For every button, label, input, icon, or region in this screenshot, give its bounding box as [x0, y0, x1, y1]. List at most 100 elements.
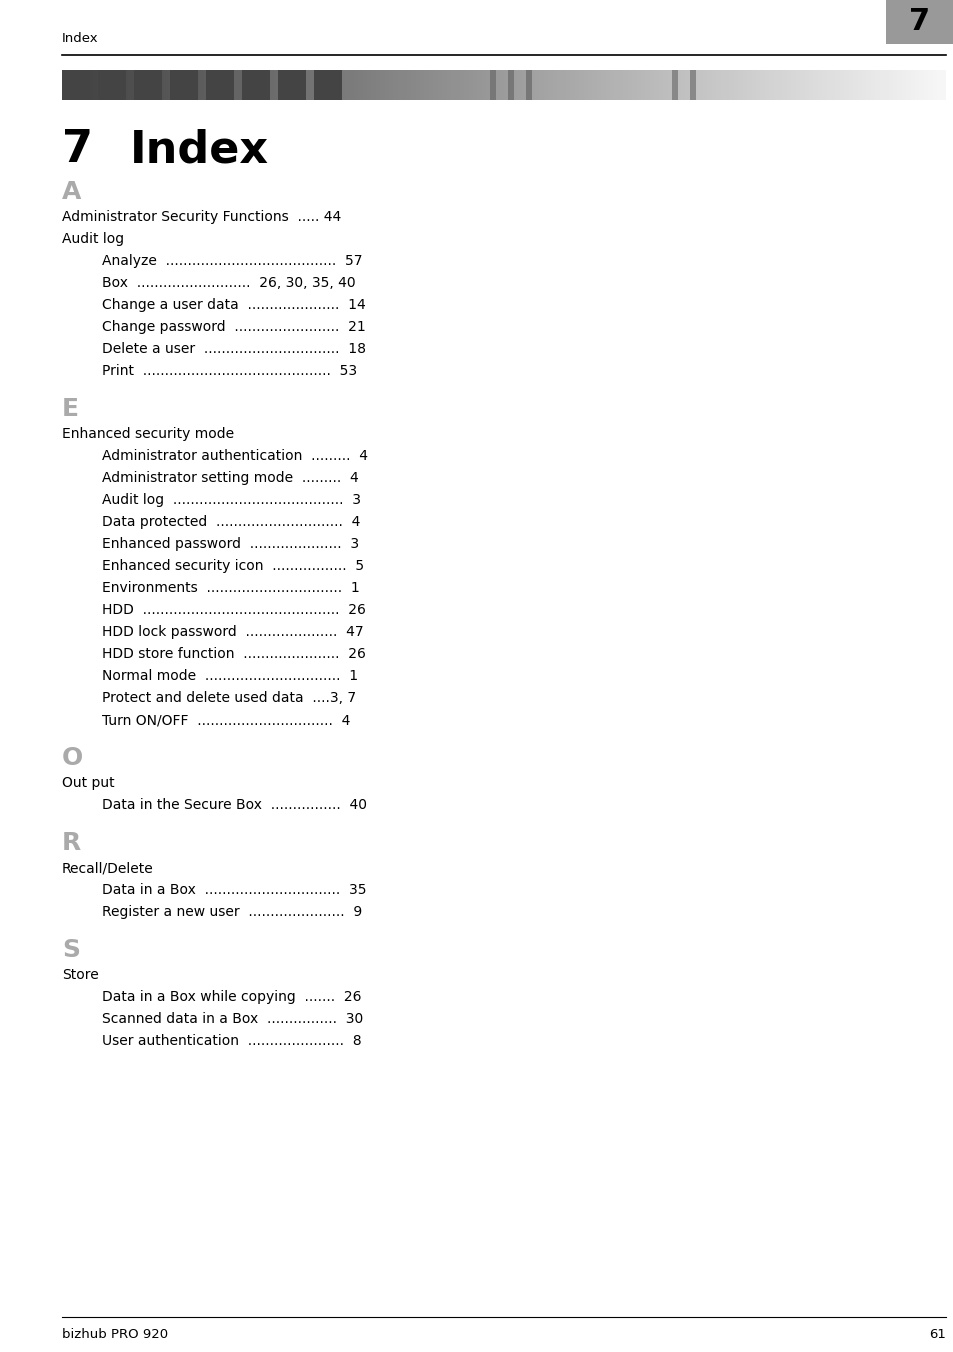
Bar — [119, 70, 124, 100]
Text: Register a new user  ......................  9: Register a new user ....................… — [102, 904, 362, 919]
Bar — [738, 70, 742, 100]
Bar — [773, 70, 778, 100]
Bar — [367, 70, 372, 100]
Bar — [277, 70, 306, 100]
Bar — [609, 70, 615, 100]
Text: Out put: Out put — [62, 776, 114, 790]
Bar — [437, 70, 442, 100]
Bar — [583, 70, 588, 100]
Bar — [274, 70, 279, 100]
Bar — [587, 70, 592, 100]
Bar — [296, 70, 301, 100]
Bar — [357, 70, 363, 100]
Bar — [242, 70, 270, 100]
Bar — [680, 70, 685, 100]
Bar — [927, 70, 932, 100]
Bar — [406, 70, 412, 100]
Bar — [287, 70, 292, 100]
Bar — [433, 70, 437, 100]
Bar — [662, 70, 667, 100]
Bar — [887, 70, 893, 100]
Bar — [574, 70, 579, 100]
Bar — [640, 70, 645, 100]
Bar — [402, 70, 407, 100]
Text: 7: 7 — [62, 128, 92, 172]
Bar — [698, 70, 702, 100]
Bar — [67, 70, 71, 100]
Bar — [600, 70, 605, 100]
Bar — [879, 70, 883, 100]
Bar — [910, 70, 915, 100]
Bar — [548, 70, 553, 100]
Bar — [133, 70, 162, 100]
Bar — [278, 70, 283, 100]
Bar — [694, 70, 699, 100]
Bar — [371, 70, 375, 100]
Bar — [486, 70, 491, 100]
Text: User authentication  ......................  8: User authentication ....................… — [102, 1034, 361, 1048]
Bar — [199, 70, 204, 100]
Bar — [622, 70, 628, 100]
Bar — [525, 70, 532, 100]
Bar — [803, 70, 809, 100]
Bar — [71, 70, 75, 100]
Bar — [451, 70, 456, 100]
Bar — [729, 70, 734, 100]
Bar — [507, 70, 514, 100]
Bar — [203, 70, 208, 100]
Bar — [137, 70, 142, 100]
Bar — [605, 70, 610, 100]
Text: Administrator Security Functions  ..... 44: Administrator Security Functions ..... 4… — [62, 210, 341, 224]
Bar — [676, 70, 680, 100]
Bar — [490, 70, 496, 100]
Bar — [464, 70, 469, 100]
Bar — [102, 70, 107, 100]
Bar — [702, 70, 707, 100]
Text: Change a user data  .....................  14: Change a user data .....................… — [102, 297, 365, 312]
Text: Data protected  .............................  4: Data protected .........................… — [102, 515, 360, 529]
Bar — [459, 70, 464, 100]
Bar — [384, 70, 389, 100]
Bar — [530, 70, 535, 100]
Bar — [914, 70, 919, 100]
Bar — [689, 70, 694, 100]
Text: E: E — [62, 397, 79, 420]
Bar — [292, 70, 296, 100]
Bar — [318, 70, 323, 100]
Bar — [671, 70, 678, 100]
Bar — [689, 70, 696, 100]
Text: Administrator authentication  .........  4: Administrator authentication ......... 4 — [102, 449, 368, 462]
Bar — [755, 70, 760, 100]
Bar — [481, 70, 486, 100]
Text: O: O — [62, 746, 83, 771]
Text: Store: Store — [62, 968, 99, 982]
Bar — [923, 70, 928, 100]
Text: Audit log  .......................................  3: Audit log ..............................… — [102, 493, 360, 507]
Bar — [92, 70, 98, 100]
Bar — [525, 70, 531, 100]
Bar — [322, 70, 328, 100]
Bar — [552, 70, 557, 100]
Bar — [111, 70, 115, 100]
Bar — [936, 70, 942, 100]
Bar — [671, 70, 677, 100]
Bar — [141, 70, 147, 100]
Bar — [592, 70, 597, 100]
Bar — [535, 70, 539, 100]
Text: Scanned data in a Box  ................  30: Scanned data in a Box ................ 3… — [102, 1013, 363, 1026]
Bar — [89, 70, 93, 100]
Bar — [265, 70, 270, 100]
Bar — [897, 70, 902, 100]
Bar — [128, 70, 133, 100]
Bar — [389, 70, 394, 100]
Bar — [817, 70, 821, 100]
Bar — [164, 70, 169, 100]
Bar — [941, 70, 945, 100]
Bar — [62, 70, 67, 100]
Text: Data in the Secure Box  ................  40: Data in the Secure Box ................ … — [102, 798, 367, 813]
Bar — [795, 70, 800, 100]
Bar — [654, 70, 659, 100]
Bar — [711, 70, 716, 100]
Bar — [932, 70, 937, 100]
Bar — [835, 70, 840, 100]
